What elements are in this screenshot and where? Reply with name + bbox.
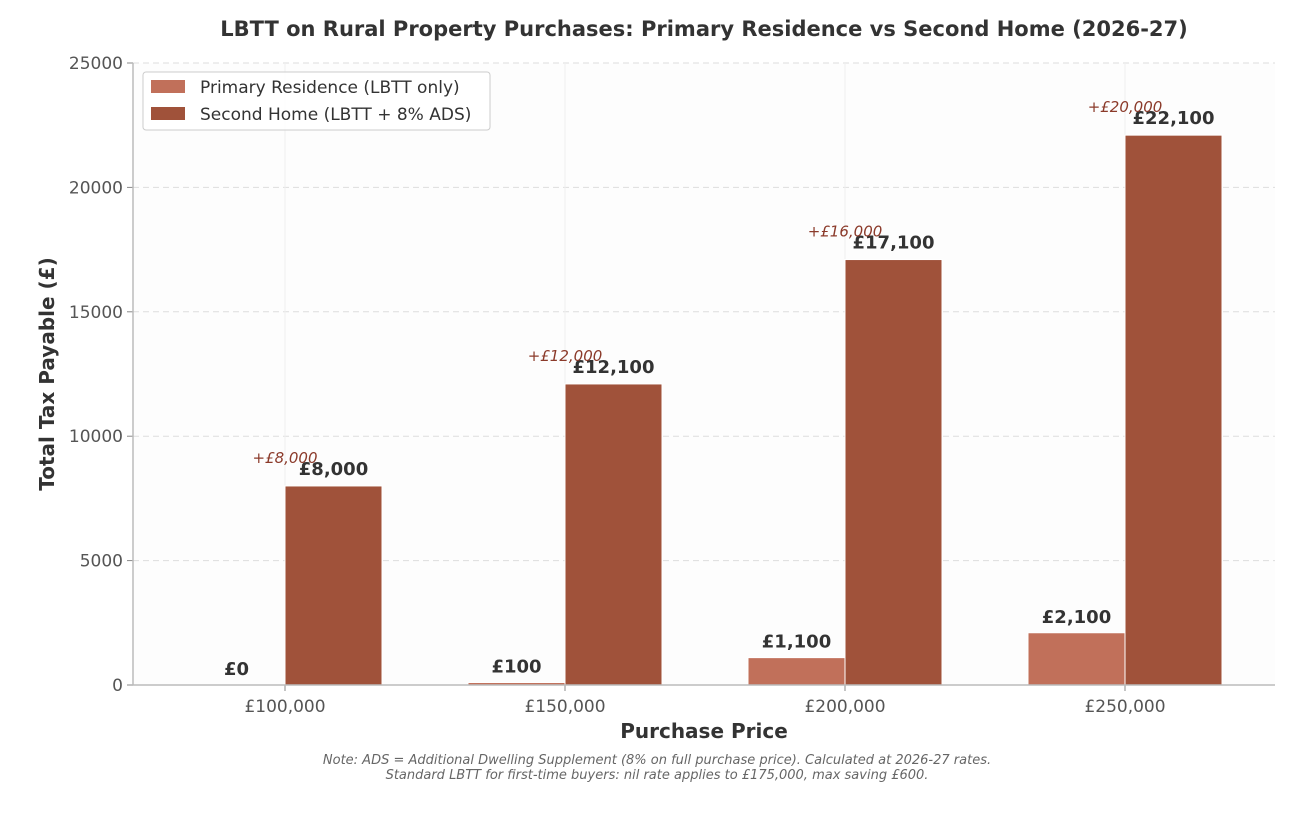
value-label-second-home: £22,100 [1133,108,1215,129]
value-label-primary-residence: £1,100 [762,632,831,653]
value-label-second-home: £12,100 [573,357,655,378]
ads-difference-annotation: +£8,000 [252,449,317,467]
bar-second-home [284,485,383,686]
value-label-primary-residence: £100 [491,657,541,678]
y-tick-label: 0 [112,676,123,696]
bar-primary-residence [747,657,846,686]
bar-second-home [1124,134,1223,686]
ads-difference-annotation: +£20,000 [1088,98,1163,116]
y-tick-label: 20000 [69,178,123,198]
legend: Primary Residence (LBTT only) Second Hom… [142,71,491,131]
legend-frame [142,71,491,131]
footnote-line-2: Standard LBTT for first-time buyers: nil… [386,768,929,783]
bar-second-home [564,383,663,686]
value-label-primary-residence: £2,100 [1042,607,1111,628]
legend-label-second-home: Second Home (LBTT + 8% ADS) [200,105,471,125]
y-axis-title: Total Tax Payable (£) [35,257,59,490]
bar-primary-residence [1027,632,1126,686]
legend-swatch-primary-residence [151,80,185,93]
ads-difference-annotation: +£16,000 [808,223,883,241]
x-axis-title: Purchase Price [620,719,788,743]
x-tick-label: £200,000 [804,697,885,717]
ads-difference-annotation: +£12,000 [528,347,603,365]
value-label-primary-residence: £0 [224,659,249,680]
y-tick-label: 10000 [69,427,123,447]
value-label-second-home: £8,000 [299,459,368,480]
x-tick-label: £250,000 [1084,697,1165,717]
footnote-line-1: Note: ADS = Additional Dwelling Suppleme… [323,753,991,768]
y-tick-label: 25000 [69,54,123,74]
chart-title: LBTT on Rural Property Purchases: Primar… [220,17,1188,41]
value-label-second-home: £17,100 [853,233,935,254]
legend-swatch-second-home [151,107,185,120]
value-labels: £0 £8,000+£8,000 £100 £12,100+£12,000 £1,100… [224,98,1215,680]
y-tick-label: 15000 [69,303,123,323]
axes: 0 5000 10000 15000 20000 25000 £100,000 £150,00… [69,54,1275,717]
legend-label-primary-residence: Primary Residence (LBTT only) [200,78,460,98]
x-tick-label: £150,000 [524,697,605,717]
x-tick-label: £100,000 [244,697,325,717]
bars [284,134,1223,686]
bar-second-home [844,259,943,686]
y-tick-label: 5000 [80,552,123,572]
